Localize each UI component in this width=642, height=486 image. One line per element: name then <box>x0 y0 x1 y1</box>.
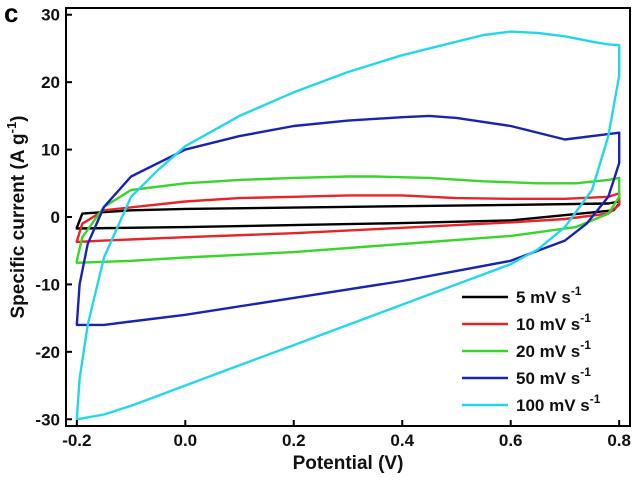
x-tick-label: 0.2 <box>282 431 306 450</box>
legend-label: 50 mV s-1 <box>516 365 591 388</box>
series-line-3 <box>75 114 621 327</box>
legend-label: 100 mV s-1 <box>516 392 601 415</box>
y-axis-title-sup: -1 <box>4 122 19 134</box>
y-axis-title-tail: ) <box>8 115 29 121</box>
y-tick-label: 20 <box>41 73 60 92</box>
x-axis: -0.2 0.0 0.2 0.4 0.6 0.8 <box>62 420 631 450</box>
legend-label: 5 mV s-1 <box>516 284 582 307</box>
panel-label: c <box>4 0 18 28</box>
y-tick-label: -30 <box>35 410 60 429</box>
y-tick-label: -10 <box>35 275 60 294</box>
y-axis-title: Specific current (A g-1) <box>4 115 29 318</box>
plot-area <box>65 7 631 427</box>
y-axis: -30 -20 -10 0 10 20 30 <box>35 6 72 429</box>
x-tick-label: 0.4 <box>390 431 414 450</box>
series-layer <box>75 30 621 421</box>
x-tick-label: 0.8 <box>607 431 631 450</box>
legend-label: 10 mV s-1 <box>516 311 591 334</box>
y-tick-label: 30 <box>41 6 60 25</box>
x-tick-label: 0.6 <box>499 431 523 450</box>
x-axis-title: Potential (V) <box>293 453 404 474</box>
y-axis-title-main: Specific current (A g <box>8 133 29 318</box>
legend-label: 20 mV s-1 <box>516 338 591 361</box>
y-tick-label: 10 <box>41 141 60 160</box>
y-tick-label: 0 <box>51 208 60 227</box>
series-line-4 <box>75 30 621 421</box>
legend: 5 mV s-1 10 mV s-1 20 mV s-1 50 mV s-1 100 m… <box>462 284 601 415</box>
x-tick-label: 0.0 <box>173 431 197 450</box>
series-line-2 <box>75 175 621 264</box>
x-tick-label: -0.2 <box>62 431 91 450</box>
y-tick-label: -20 <box>35 343 60 362</box>
